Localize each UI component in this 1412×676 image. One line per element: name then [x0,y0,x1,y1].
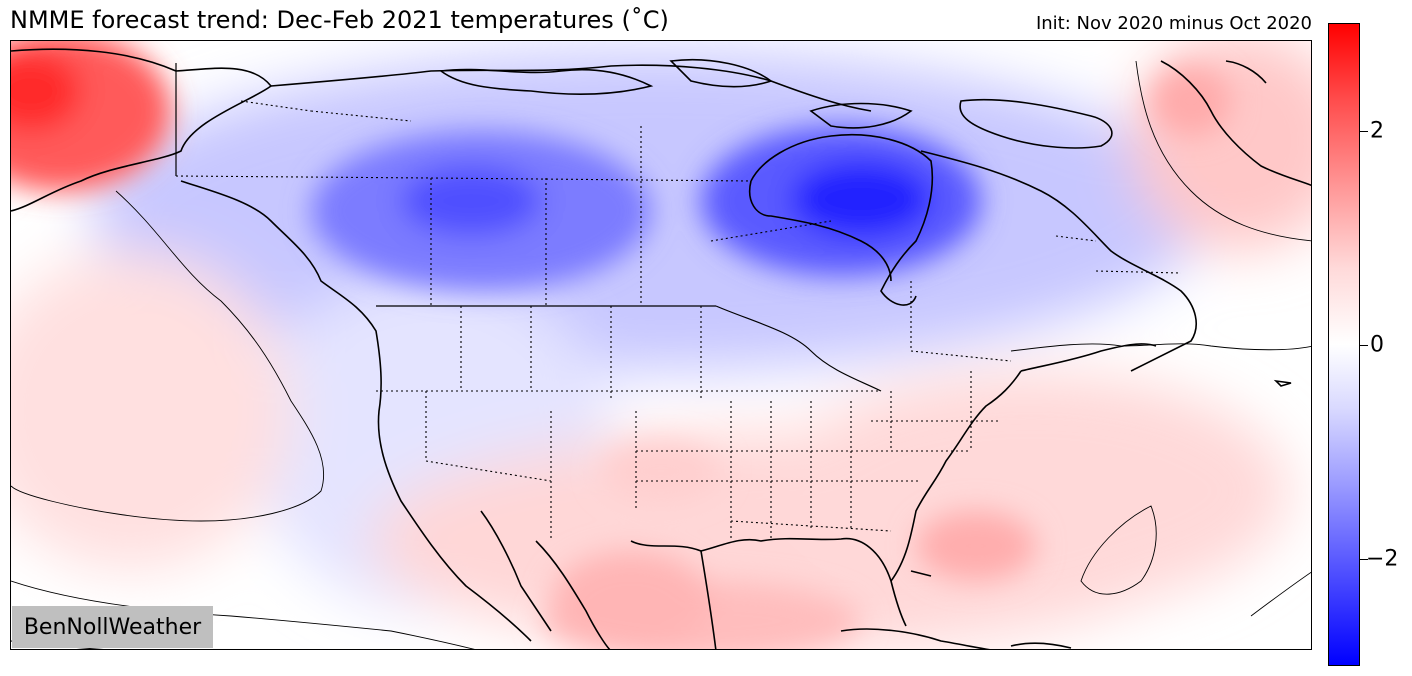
zero-contours [11,60,1311,649]
anomaly-cold-prairie-core [401,166,541,236]
colorbar-label-neg2: −2 [1366,546,1399,572]
coastlines [11,48,1311,649]
colorbar-tick-neg2 [1360,559,1368,560]
anomaly-warm-pacific [11,251,291,571]
init-label: Init: Nov 2020 minus Oct 2020 [1035,13,1312,34]
colorbar-label-0: 0 [1370,332,1384,358]
anomaly-warm-mexico [551,551,711,649]
anomaly-warm-alaska-core [11,51,81,131]
anomaly-map [11,41,1311,649]
map-title: NMME forecast trend: Dec-Feb 2021 temper… [10,6,669,34]
watermark-badge: BenNollWeather [12,606,213,648]
colorbar-tick-2 [1360,131,1368,132]
anomaly-warm-atlantic [771,371,1291,611]
anomaly-cold-hudson-core [791,161,931,237]
us-canada-border [175,63,882,392]
colorbar [1328,23,1360,666]
colorbar-tick-0 [1360,345,1368,346]
anomaly-warm-greenland-core [1151,66,1231,136]
state-borders [175,100,1182,541]
anomaly-warm-atlantic-core [916,511,1036,581]
map-area [10,40,1312,650]
colorbar-label-2: 2 [1370,118,1384,144]
anomaly-warm-midsouth [601,441,721,501]
